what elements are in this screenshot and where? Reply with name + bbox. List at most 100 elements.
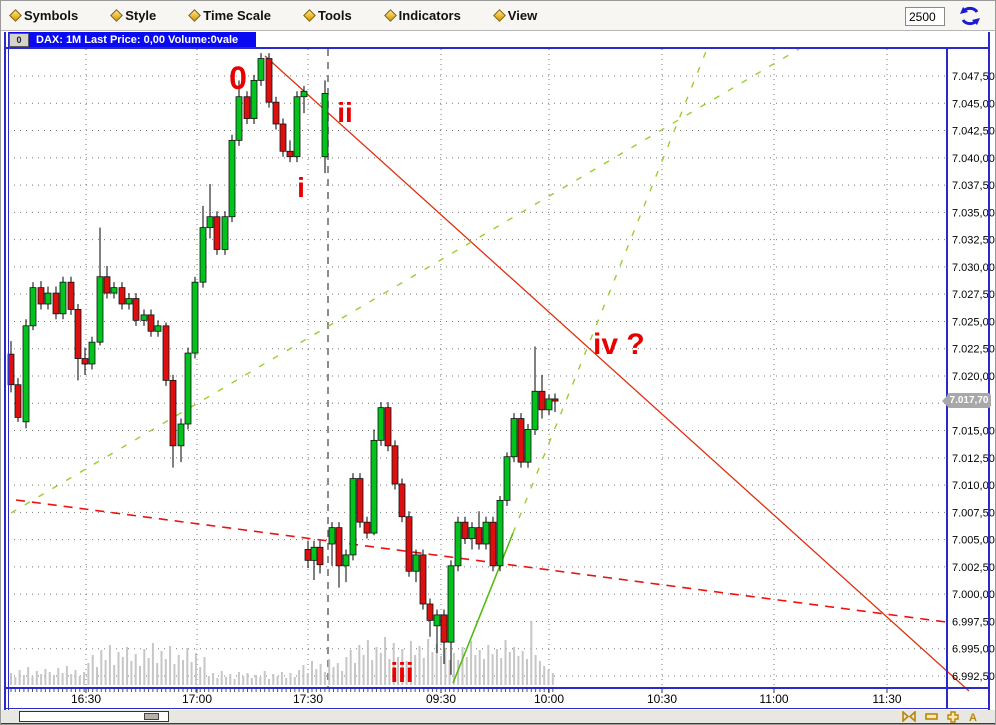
volume-bar: [440, 656, 442, 685]
candle-body: [96, 276, 104, 343]
volume-bar: [70, 674, 73, 685]
volume-bar: [87, 663, 90, 685]
time-axis-label: 10:00: [534, 692, 564, 706]
volume-bar: [246, 673, 249, 685]
frame-axis-left: [946, 49, 948, 709]
candle-body: [482, 521, 490, 545]
frame-right: [988, 32, 990, 723]
volume-bar: [65, 666, 68, 685]
current-price-badge: 7.017,70: [942, 393, 991, 408]
annotation-icon[interactable]: A: [968, 711, 979, 723]
volume-bar: [280, 672, 283, 685]
menu-tools[interactable]: Tools: [303, 8, 352, 23]
volume-bar: [53, 675, 55, 685]
volume-bar: [182, 660, 184, 685]
candle-body: [52, 292, 60, 315]
candle-body: [496, 499, 504, 567]
volume-bar: [147, 658, 150, 685]
window-bottom-edge: [1, 723, 995, 724]
candle-body: [125, 298, 133, 305]
volume-bar: [263, 671, 266, 685]
menu-symbols[interactable]: Symbols: [9, 8, 78, 23]
chart-window-button[interactable]: 0: [9, 33, 29, 47]
volume-bar: [229, 674, 232, 685]
candle-body: [279, 123, 287, 152]
volume-bar: [435, 644, 438, 685]
frame-axis-bottom: [4, 708, 990, 709]
volume-bar: [457, 660, 460, 685]
menu-style[interactable]: Style: [110, 8, 157, 23]
price-axis-label: 7.027,50: [952, 289, 995, 301]
bottom-scroll-row: A: [1, 710, 995, 723]
menu-view[interactable]: View: [492, 8, 537, 23]
volume-bar: [384, 637, 387, 685]
menu-indicators[interactable]: Indicators: [383, 8, 461, 23]
volume-bar: [207, 676, 210, 685]
volume-bar: [448, 660, 451, 685]
volume-bar: [358, 645, 361, 685]
volume-bar: [130, 661, 133, 685]
volume-bar: [272, 674, 275, 685]
volume-bar: [173, 664, 176, 685]
refresh-icon[interactable]: [957, 4, 983, 28]
volume-bar: [44, 669, 47, 685]
crosshair-link-icon[interactable]: [902, 711, 916, 722]
candle-body: [110, 287, 118, 294]
volume-bar: [83, 672, 86, 685]
time-axis-label: 16:30: [71, 692, 101, 706]
candle-body: [342, 554, 350, 567]
candle-body: [213, 216, 221, 250]
time-axis-label: 09:30: [426, 692, 456, 706]
volume-bar: [18, 670, 21, 685]
volume-bar: [465, 657, 468, 685]
volume-bar: [134, 654, 137, 685]
expand-icon[interactable]: [947, 710, 959, 723]
candle-body: [272, 101, 280, 125]
frame-plot-bottom: [4, 687, 990, 689]
volume-bar: [478, 650, 481, 685]
candle-body: [363, 521, 371, 534]
time-axis-label: 10:30: [647, 692, 677, 706]
volume-bar: [409, 641, 412, 685]
volume-bar: [199, 667, 202, 685]
menu-label: Indicators: [398, 8, 461, 23]
svg-text:A: A: [969, 712, 977, 723]
volume-bar: [418, 646, 421, 685]
candle-body: [503, 456, 511, 501]
candle-body: [475, 527, 483, 545]
volume-bar: [186, 648, 189, 685]
volume-bar: [237, 672, 240, 685]
menu-time-scale[interactable]: Time Scale: [188, 8, 271, 23]
candle-body: [257, 58, 265, 81]
candle-body: [132, 298, 140, 321]
candle-body: [206, 216, 214, 229]
volume-bar: [194, 653, 197, 685]
bars-count-input[interactable]: [905, 7, 945, 26]
minimize-icon[interactable]: [925, 711, 938, 722]
time-axis-label: 11:30: [872, 692, 901, 706]
volume-bar: [22, 675, 25, 685]
time-axis-label: 17:30: [293, 692, 323, 706]
volume-bar: [293, 677, 296, 685]
volume-bar: [517, 656, 520, 685]
volume-bar: [169, 646, 172, 685]
volume-bar: [405, 661, 408, 685]
volume-bar: [203, 657, 206, 685]
price-axis-label: 7.032,50: [952, 235, 995, 247]
volume-bar: [483, 659, 485, 685]
channel-line-green-dashed: [10, 48, 800, 514]
volume-bar: [250, 678, 253, 685]
price-axis-label: 7.045,00: [952, 98, 995, 110]
volume-bar: [513, 647, 516, 685]
chart-scrollbar-thumb[interactable]: [144, 713, 159, 720]
volume-bar: [190, 662, 193, 685]
volume-bar: [302, 665, 305, 685]
volume-bar: [57, 668, 60, 685]
volume-bar: [160, 651, 163, 685]
volume-bar: [526, 659, 528, 685]
volume-bar: [104, 660, 107, 685]
chart-scrollbar-track[interactable]: [19, 711, 169, 722]
menu-label: Style: [125, 8, 157, 23]
